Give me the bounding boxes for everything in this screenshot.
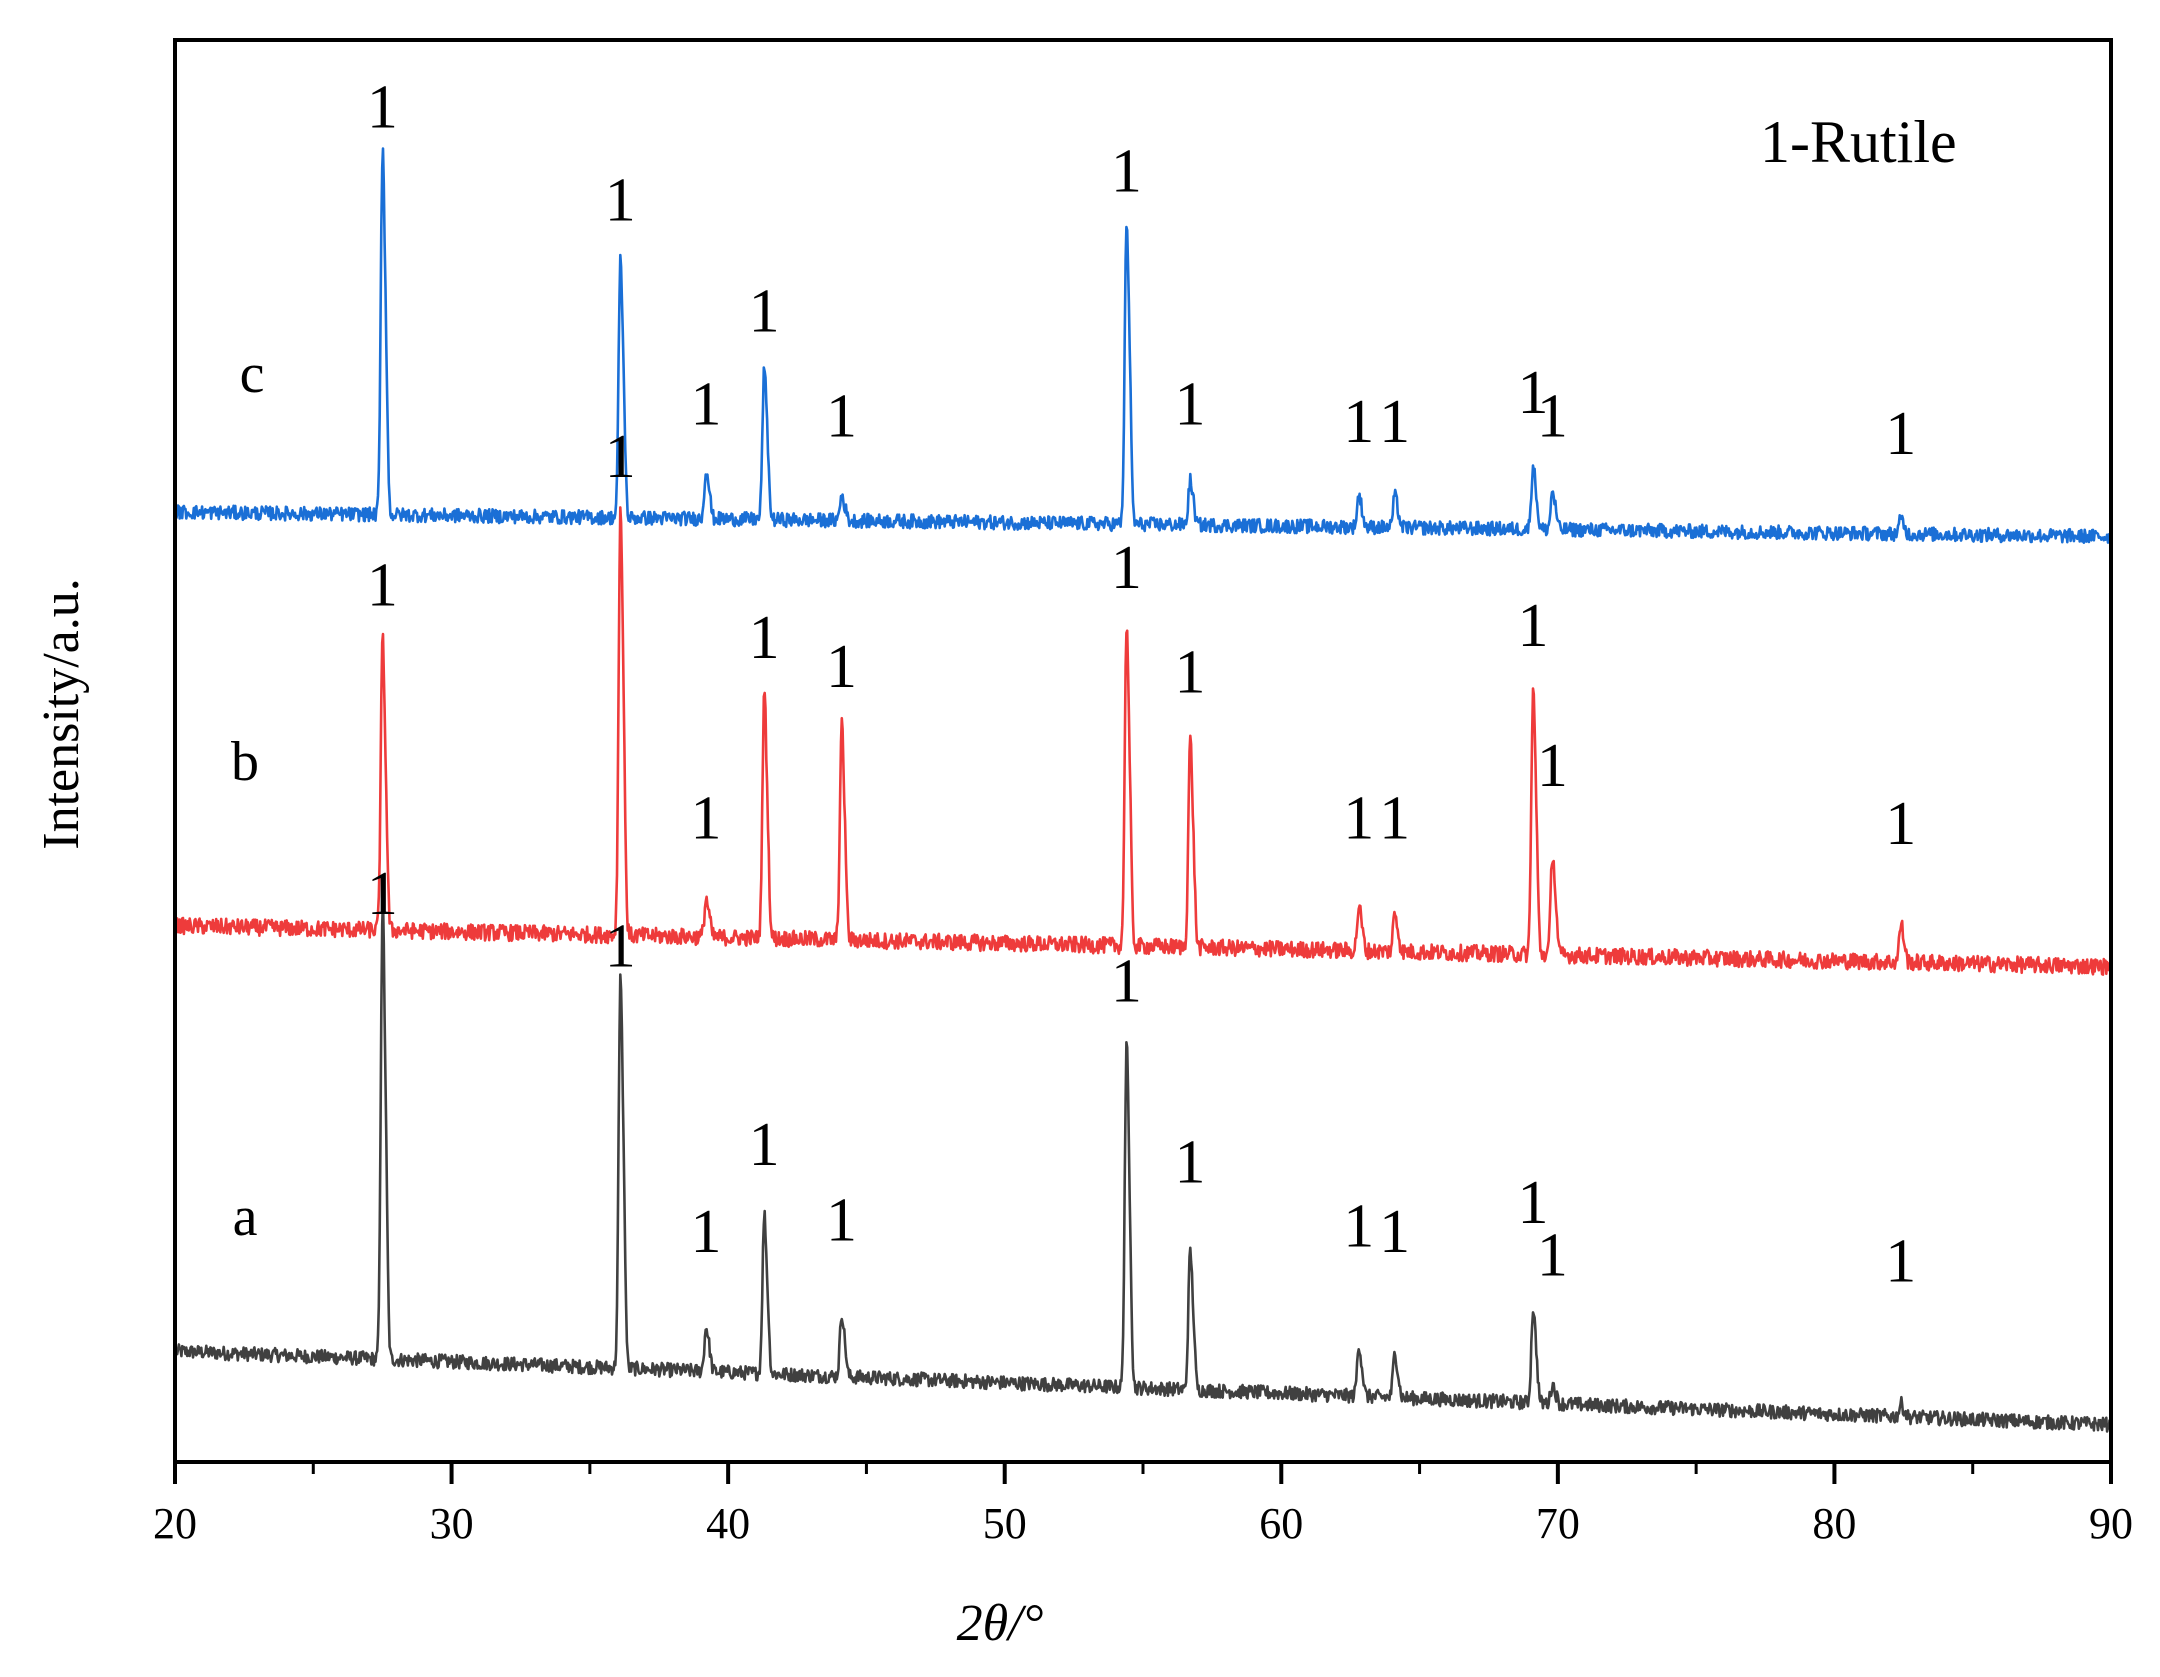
x-tick-label: 80 [1812, 1499, 1856, 1548]
peak-label-c: 1 [1111, 138, 1142, 206]
peak-label-a: 1 [1343, 1192, 1374, 1260]
x-axis-title: 2θ/° [957, 1595, 1044, 1652]
peak-label-a: 1 [1885, 1227, 1916, 1295]
peak-label-a: 1 [1111, 948, 1142, 1016]
peak-label-a: 1 [749, 1111, 780, 1179]
peak-label-c: 1 [605, 167, 636, 235]
series-labels: a b c [231, 343, 264, 1248]
x-tick-label: 20 [153, 1499, 197, 1548]
series-line-b [175, 506, 2111, 976]
plot-frame [173, 38, 2113, 1464]
peak-label-c: 1 [826, 382, 857, 450]
peak-label-c: 1 [1379, 388, 1410, 456]
x-tick-label: 30 [430, 1499, 474, 1548]
peak-label-a: 1 [826, 1187, 857, 1255]
x-tick-label: 40 [706, 1499, 750, 1548]
peak-label-c: 1 [1175, 371, 1206, 439]
peak-label-b: 1 [1343, 784, 1374, 852]
peak-label-c: 1 [1343, 388, 1374, 456]
peak-label-b: 1 [1517, 592, 1548, 660]
series-line-a [175, 897, 2111, 1433]
peak-label-a: 1 [691, 1198, 722, 1266]
x-tick-label: 60 [1259, 1499, 1303, 1548]
peak-label-c: 1 [367, 73, 398, 141]
series-layer [175, 147, 2111, 1433]
series-label-c: c [240, 343, 265, 405]
peak-label-b: 1 [826, 633, 857, 701]
legend-text: 1-Rutile [1760, 109, 1957, 175]
peak-label-c: 1 [1537, 382, 1568, 450]
peak-label-a: 1 [605, 913, 636, 981]
y-axis-title: Intensity/a.u. [33, 578, 90, 850]
peak-label-a: 1 [1537, 1222, 1568, 1290]
peak-label-b: 1 [1537, 732, 1568, 800]
series-label-b: b [231, 731, 259, 793]
peak-label-b: 1 [1885, 790, 1916, 858]
peak-label-a: 1 [1517, 1169, 1548, 1237]
x-tick-label: 70 [1536, 1499, 1580, 1548]
peak-label-b: 1 [605, 423, 636, 491]
peak-label-a: 1 [1175, 1128, 1206, 1196]
peak-label-c: 1 [749, 277, 780, 345]
x-tick-label: 50 [983, 1499, 1027, 1548]
peak-label-c: 1 [1517, 359, 1548, 427]
axes: 20 30 40 50 60 70 80 90 [153, 38, 2133, 1548]
peak-label-b: 1 [749, 604, 780, 672]
peak-label-b: 1 [367, 551, 398, 619]
peak-label-c: 1 [1885, 400, 1916, 468]
peak-label-b: 1 [691, 784, 722, 852]
peak-label-a: 1 [367, 860, 398, 928]
peak-label-b: 1 [1111, 534, 1142, 602]
x-tick-label: 90 [2089, 1499, 2133, 1548]
peak-label-a: 1 [1379, 1198, 1410, 1266]
peak-label-b: 1 [1175, 639, 1206, 707]
peak-label-c: 1 [691, 371, 722, 439]
peak-label-b: 1 [1379, 784, 1410, 852]
series-label-a: a [233, 1186, 258, 1248]
series-line-c [175, 147, 2111, 545]
